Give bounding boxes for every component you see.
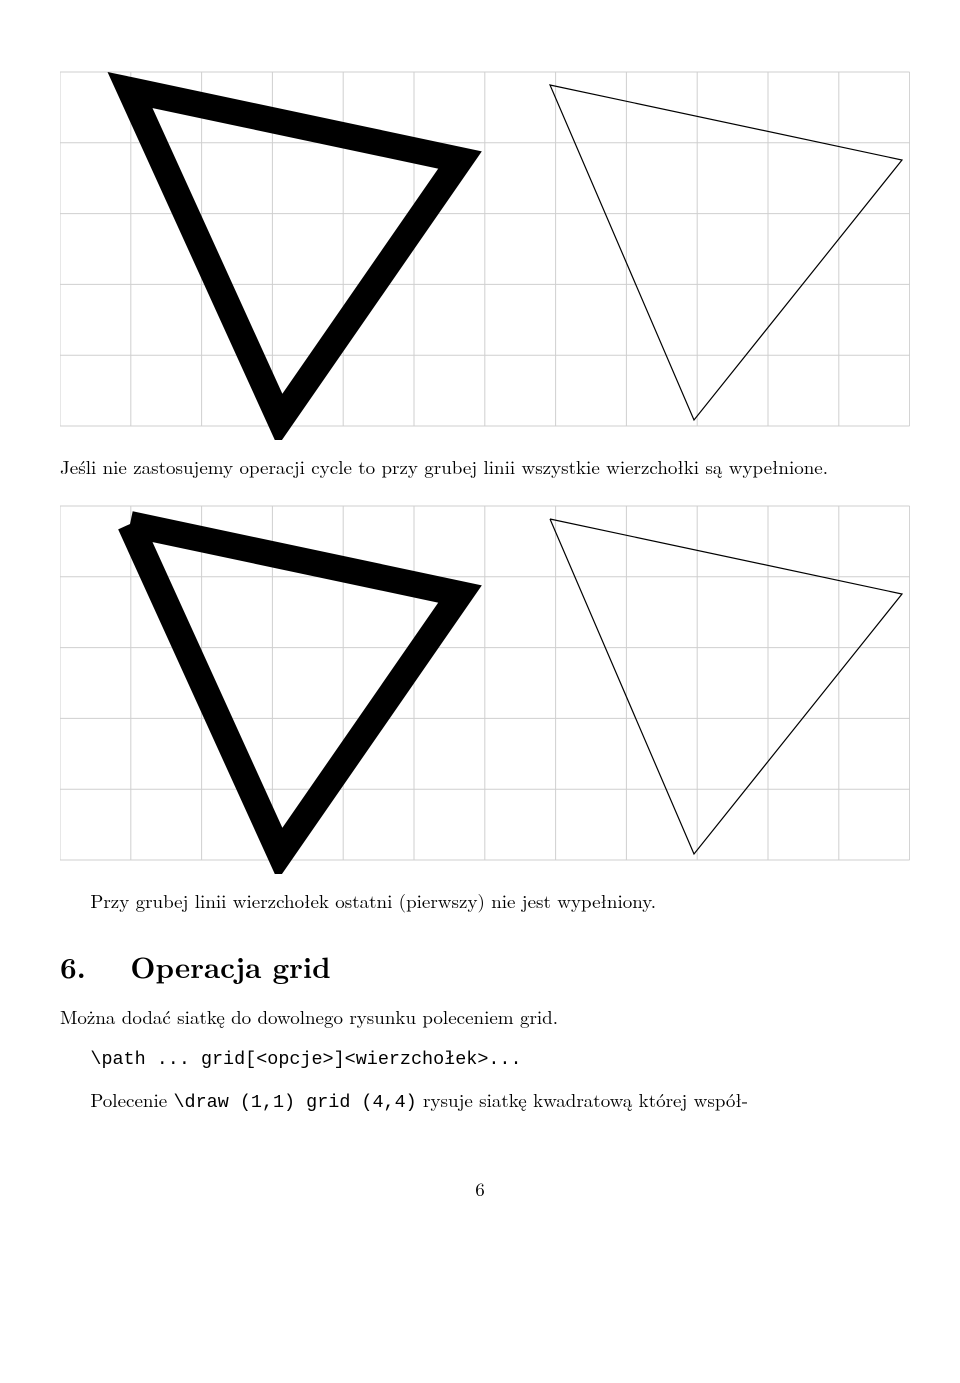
paragraph-2: Przy grubej linii wierzchołek ostatni (p… (60, 888, 900, 914)
page-number: 6 (60, 1176, 900, 1202)
figure-triangles-open (60, 494, 910, 874)
code-line: \path ... grid[<opcje>]<wierzchołek>... (60, 1044, 900, 1073)
section-heading: 6. Operacja grid (60, 947, 900, 986)
section-number: 6. (60, 945, 86, 987)
code-path-grid: \path ... grid[<opcje>]<wierzchołek>... (90, 1049, 521, 1070)
section-title: Operacja grid (130, 945, 330, 987)
code-draw-grid: \draw (1,1) grid (4,4) (174, 1092, 417, 1113)
paragraph-3b: Polecenie \draw (1,1) grid (4,4) rysuje … (60, 1087, 900, 1116)
figure-triangles-closed (60, 60, 910, 440)
paragraph-1: Jeśli nie zastosujemy operacji cycle to … (60, 454, 900, 480)
para3b-tail: rysuje siatkę kwadratową której współ- (417, 1086, 748, 1113)
para3b-lead: Polecenie (90, 1086, 173, 1113)
paragraph-3a: Można dodać siatkę do dowolnego rysunku … (60, 1004, 900, 1030)
